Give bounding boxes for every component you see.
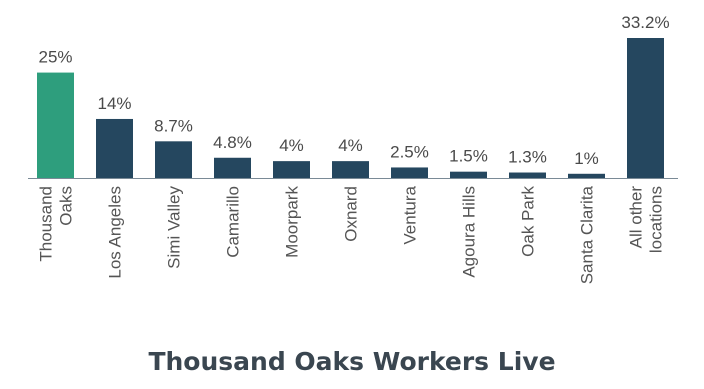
chart-title: Thousand Oaks Workers Live <box>148 347 556 376</box>
category-label-9: Santa Clarita <box>578 185 597 284</box>
category-label-7: Agoura Hills <box>460 186 479 278</box>
value-label-4: 4% <box>279 136 304 155</box>
value-labels-group: 25% 14% 8.7% 4.8% 4% 4% 2.5% 1.5% 1.3% 1% 33.2% <box>38 13 669 168</box>
value-label-2: 8.7% <box>154 116 193 135</box>
bar-9 <box>568 173 605 178</box>
bar-1 <box>96 118 133 178</box>
value-label-8: 1.3% <box>508 148 547 167</box>
bar-10 <box>627 38 664 178</box>
category-label-10: All otherlocations <box>627 186 666 253</box>
value-label-6: 2.5% <box>390 142 429 161</box>
bar-6 <box>391 167 428 178</box>
bar-5 <box>332 161 369 178</box>
category-label-0: ThousandOaks <box>37 186 76 262</box>
value-label-1: 14% <box>97 94 131 113</box>
category-label-3: Camarillo <box>224 186 243 258</box>
category-label-8: Oak Park <box>519 186 538 257</box>
category-label-5: Oxnard <box>342 186 361 242</box>
bar-4 <box>273 161 310 178</box>
bar-2 <box>155 141 192 178</box>
value-label-10: 33.2% <box>621 13 669 32</box>
bars-group <box>37 38 664 178</box>
value-label-3: 4.8% <box>213 133 252 152</box>
bar-7 <box>450 171 487 178</box>
category-label-1: Los Angeles <box>106 186 125 279</box>
value-label-0: 25% <box>38 48 72 67</box>
bar-0 <box>37 72 74 178</box>
value-label-9: 1% <box>574 149 599 168</box>
value-label-7: 1.5% <box>449 147 488 166</box>
value-label-5: 4% <box>338 136 363 155</box>
category-label-2: Simi Valley <box>165 186 184 269</box>
category-labels-group: ThousandOaks Los Angeles Simi Valley Camari… <box>37 185 666 284</box>
bar-3 <box>214 157 251 178</box>
category-label-4: Moorpark <box>283 186 302 258</box>
category-label-6: Ventura <box>401 185 420 244</box>
bar-8 <box>509 172 546 178</box>
